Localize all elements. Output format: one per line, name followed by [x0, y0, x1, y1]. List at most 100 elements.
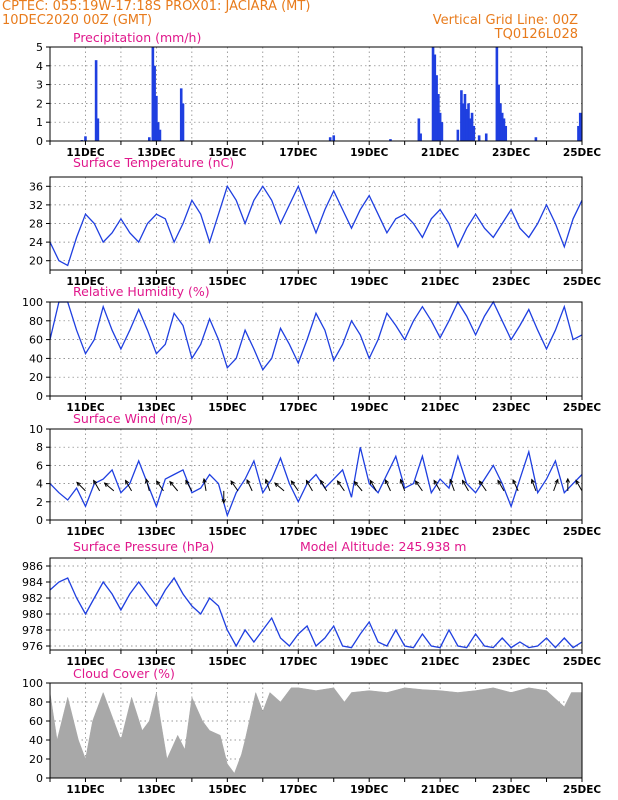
model-altitude-label: Model Altitude: 245.938 m: [300, 539, 466, 554]
y-tick-label: 3: [36, 79, 43, 92]
wind-arrow-head: [497, 479, 502, 485]
precip-bar: [153, 65, 156, 141]
x-tick-label: 21DEC: [421, 784, 460, 796]
x-tick-label: 13DEC: [137, 147, 176, 159]
y-tick-label: 20: [29, 753, 43, 766]
x-tick-label: 11DEC: [66, 147, 105, 159]
panel-frame: [49, 46, 583, 142]
y-tick-label: 0: [36, 390, 43, 403]
wind-arrow-head: [230, 480, 235, 486]
wind-arrow: [104, 482, 115, 492]
x-tick-label: 11DEC: [66, 784, 105, 796]
wind-arrow: [449, 479, 455, 492]
x-tick-label: 13DEC: [137, 526, 176, 538]
precip-bar: [158, 129, 162, 141]
precip-bar: [504, 125, 508, 141]
y-tick-label: 978: [22, 624, 43, 637]
precip-bar: [181, 103, 185, 141]
y-tick-label: 976: [22, 640, 43, 653]
x-tick-label: 25DEC: [563, 656, 602, 668]
panel-title: Relative Humidity (%): [73, 284, 210, 299]
y-tick-label: 60: [29, 334, 43, 347]
x-tick-label: 11DEC: [66, 276, 105, 288]
wind-arrow-head: [246, 478, 251, 485]
precip-bar: [502, 118, 506, 141]
y-tick-label: 20: [29, 371, 43, 384]
wind-arrow: [230, 480, 239, 492]
precip-bar: [94, 60, 98, 141]
panel-frame: [49, 682, 583, 779]
wind-arrow-head: [512, 478, 517, 485]
x-tick-label: 11DEC: [66, 402, 105, 414]
precip-bar: [477, 135, 481, 141]
precip-bar: [328, 137, 332, 141]
y-tick-label: 32: [29, 199, 43, 212]
wind-arrow-head: [169, 480, 174, 486]
precip-bar: [438, 112, 442, 141]
y-tick-label: 6: [36, 459, 43, 472]
precip-bar: [332, 135, 336, 141]
y-tick-label: 28: [29, 218, 43, 231]
wind-arrow-head: [93, 479, 98, 485]
wind-arrow-head: [202, 477, 207, 484]
wind-arrow-head: [384, 478, 389, 485]
precip-bar: [148, 137, 151, 141]
wind-arrow-head: [320, 479, 325, 485]
wind-arrow-head: [274, 482, 279, 488]
series-line: [49, 447, 583, 518]
x-tick-label: 21DEC: [421, 402, 460, 414]
precip-bar: [495, 47, 499, 141]
x-tick-label: 23DEC: [492, 656, 531, 668]
x-tick-label: 19DEC: [350, 402, 389, 414]
precip-bar: [534, 137, 538, 141]
y-tick-label: 0: [36, 514, 43, 527]
precip-bar: [431, 47, 435, 141]
x-tick-label: 25DEC: [563, 526, 602, 538]
panel-title: Surface Pressure (hPa): [73, 539, 214, 554]
wind-arrow: [185, 480, 193, 492]
y-tick-label: 24: [29, 236, 43, 249]
precip-bar: [472, 125, 476, 141]
wind-arrow: [462, 480, 469, 492]
precip-bar: [419, 133, 422, 141]
wind-arrow: [125, 480, 133, 492]
wind-arrow-head: [185, 479, 190, 485]
wind-arrow: [337, 480, 345, 492]
x-tick-label: 15DEC: [208, 276, 247, 288]
x-tick-label: 25DEC: [563, 276, 602, 288]
precip-bar: [156, 122, 160, 141]
x-tick-label: 19DEC: [350, 526, 389, 538]
wind-arrow: [156, 480, 164, 492]
y-tick-label: 40: [29, 734, 43, 747]
wind-arrow-head: [353, 480, 359, 486]
y-tick-label: 5: [36, 41, 43, 54]
wind-arrow-head: [155, 480, 161, 486]
wind-arrow-head: [414, 480, 420, 486]
run-date: 10DEC2020 00Z (GMT): [2, 13, 153, 28]
wind-arrow: [553, 479, 559, 492]
y-tick-label: 980: [22, 608, 43, 621]
y-tick-label: 40: [29, 352, 43, 365]
wind-arrow-head: [290, 480, 296, 486]
x-tick-label: 11DEC: [66, 526, 105, 538]
y-tick-label: 60: [29, 715, 43, 728]
x-tick-label: 21DEC: [421, 147, 460, 159]
wind-arrow-head: [554, 478, 559, 484]
wind-arrow: [369, 480, 377, 492]
panel-frame: [49, 428, 583, 521]
wind-arrow: [274, 482, 285, 492]
x-tick-label: 15DEC: [208, 147, 247, 159]
x-tick-label: 15DEC: [208, 526, 247, 538]
wind-arrow-head: [449, 478, 454, 484]
precip-bar: [465, 109, 469, 141]
x-tick-label: 13DEC: [137, 656, 176, 668]
y-tick-label: 100: [22, 296, 43, 309]
x-tick-label: 17DEC: [279, 784, 318, 796]
y-tick-label: 36: [29, 180, 43, 193]
wind-arrow-head: [124, 479, 130, 485]
wind-arrow-head: [369, 479, 374, 485]
x-tick-label: 15DEC: [208, 402, 247, 414]
precip-bar: [577, 125, 580, 141]
grid-note: Vertical Grid Line: 00Z: [432, 13, 578, 28]
y-tick-label: 10: [29, 423, 43, 436]
